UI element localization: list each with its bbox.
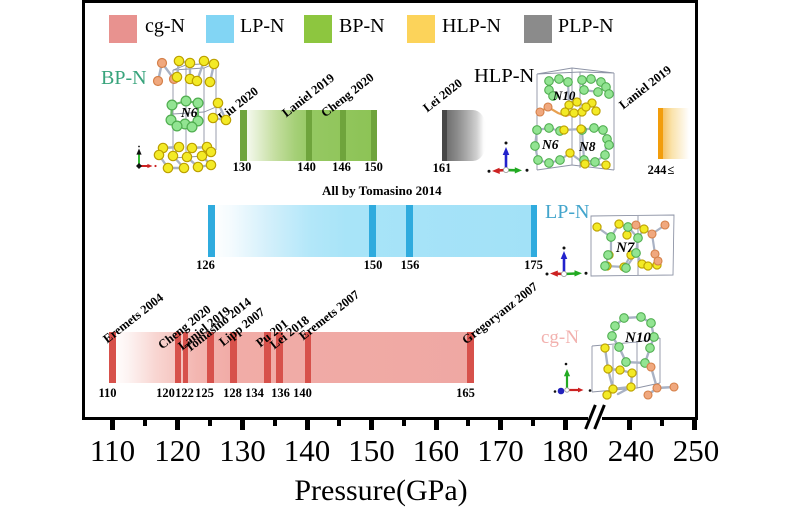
svg-text:N7: N7 (615, 240, 635, 256)
svg-text:N8: N8 (578, 139, 596, 154)
svg-text:N10: N10 (624, 330, 651, 346)
svg-text:N6: N6 (180, 105, 198, 120)
svg-text:N6: N6 (541, 137, 559, 152)
svg-text:N10: N10 (552, 88, 576, 103)
